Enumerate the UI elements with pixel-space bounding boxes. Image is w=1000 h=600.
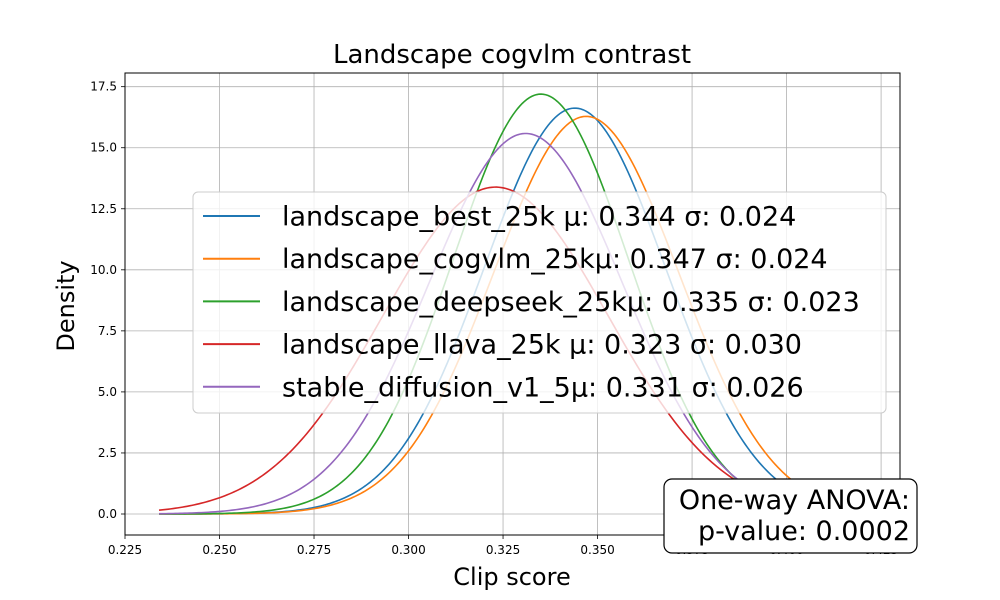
chart-title: Landscape cogvlm contrast	[333, 40, 691, 70]
anova-box-frame	[663, 478, 918, 554]
y-tick-label: 5.0	[98, 385, 117, 399]
anova-title: One-way ANOVA:	[679, 485, 910, 516]
x-tick-label: 0.275	[297, 543, 331, 557]
legend-label: stable_diffusion_v1_5μ: 0.331 σ: 0.026	[282, 372, 804, 403]
y-tick-label: 10.0	[90, 263, 117, 277]
legend: landscape_best_25k μ: 0.344 σ: 0.024 land…	[192, 191, 887, 414]
legend-label: landscape_best_25k μ: 0.344 σ: 0.024	[282, 202, 796, 233]
x-axis-title: Clip score	[453, 563, 570, 591]
legend-label: landscape_llava_25k μ: 0.323 σ: 0.030	[282, 330, 802, 361]
anova-pvalue: p-value: 0.0002	[698, 516, 910, 547]
x-tick-label: 0.225	[108, 543, 142, 557]
y-tick-label: 2.5	[98, 446, 117, 460]
y-tick-label: 15.0	[90, 141, 117, 155]
y-tick-label: 17.5	[90, 80, 117, 94]
legend-label: landscape_cogvlm_25kμ: 0.347 σ: 0.024	[282, 244, 828, 275]
x-tick-label: 0.250	[202, 543, 236, 557]
y-tick-label: 7.5	[98, 324, 117, 338]
plot-frame	[124, 72, 901, 536]
legend-label: landscape_deepseek_25kμ: 0.335 σ: 0.023	[282, 287, 860, 318]
anova-annotation: One-way ANOVA: p-value: 0.0002	[663, 478, 918, 554]
y-tick-label: 0.0	[98, 507, 117, 521]
legend-box	[192, 191, 887, 414]
x-tick-label: 0.300	[391, 543, 425, 557]
x-tick-label: 0.325	[486, 543, 520, 557]
x-tick-label: 0.350	[580, 543, 614, 557]
y-tick-label: 12.5	[90, 202, 117, 216]
y-axis-title: Density	[52, 260, 80, 351]
